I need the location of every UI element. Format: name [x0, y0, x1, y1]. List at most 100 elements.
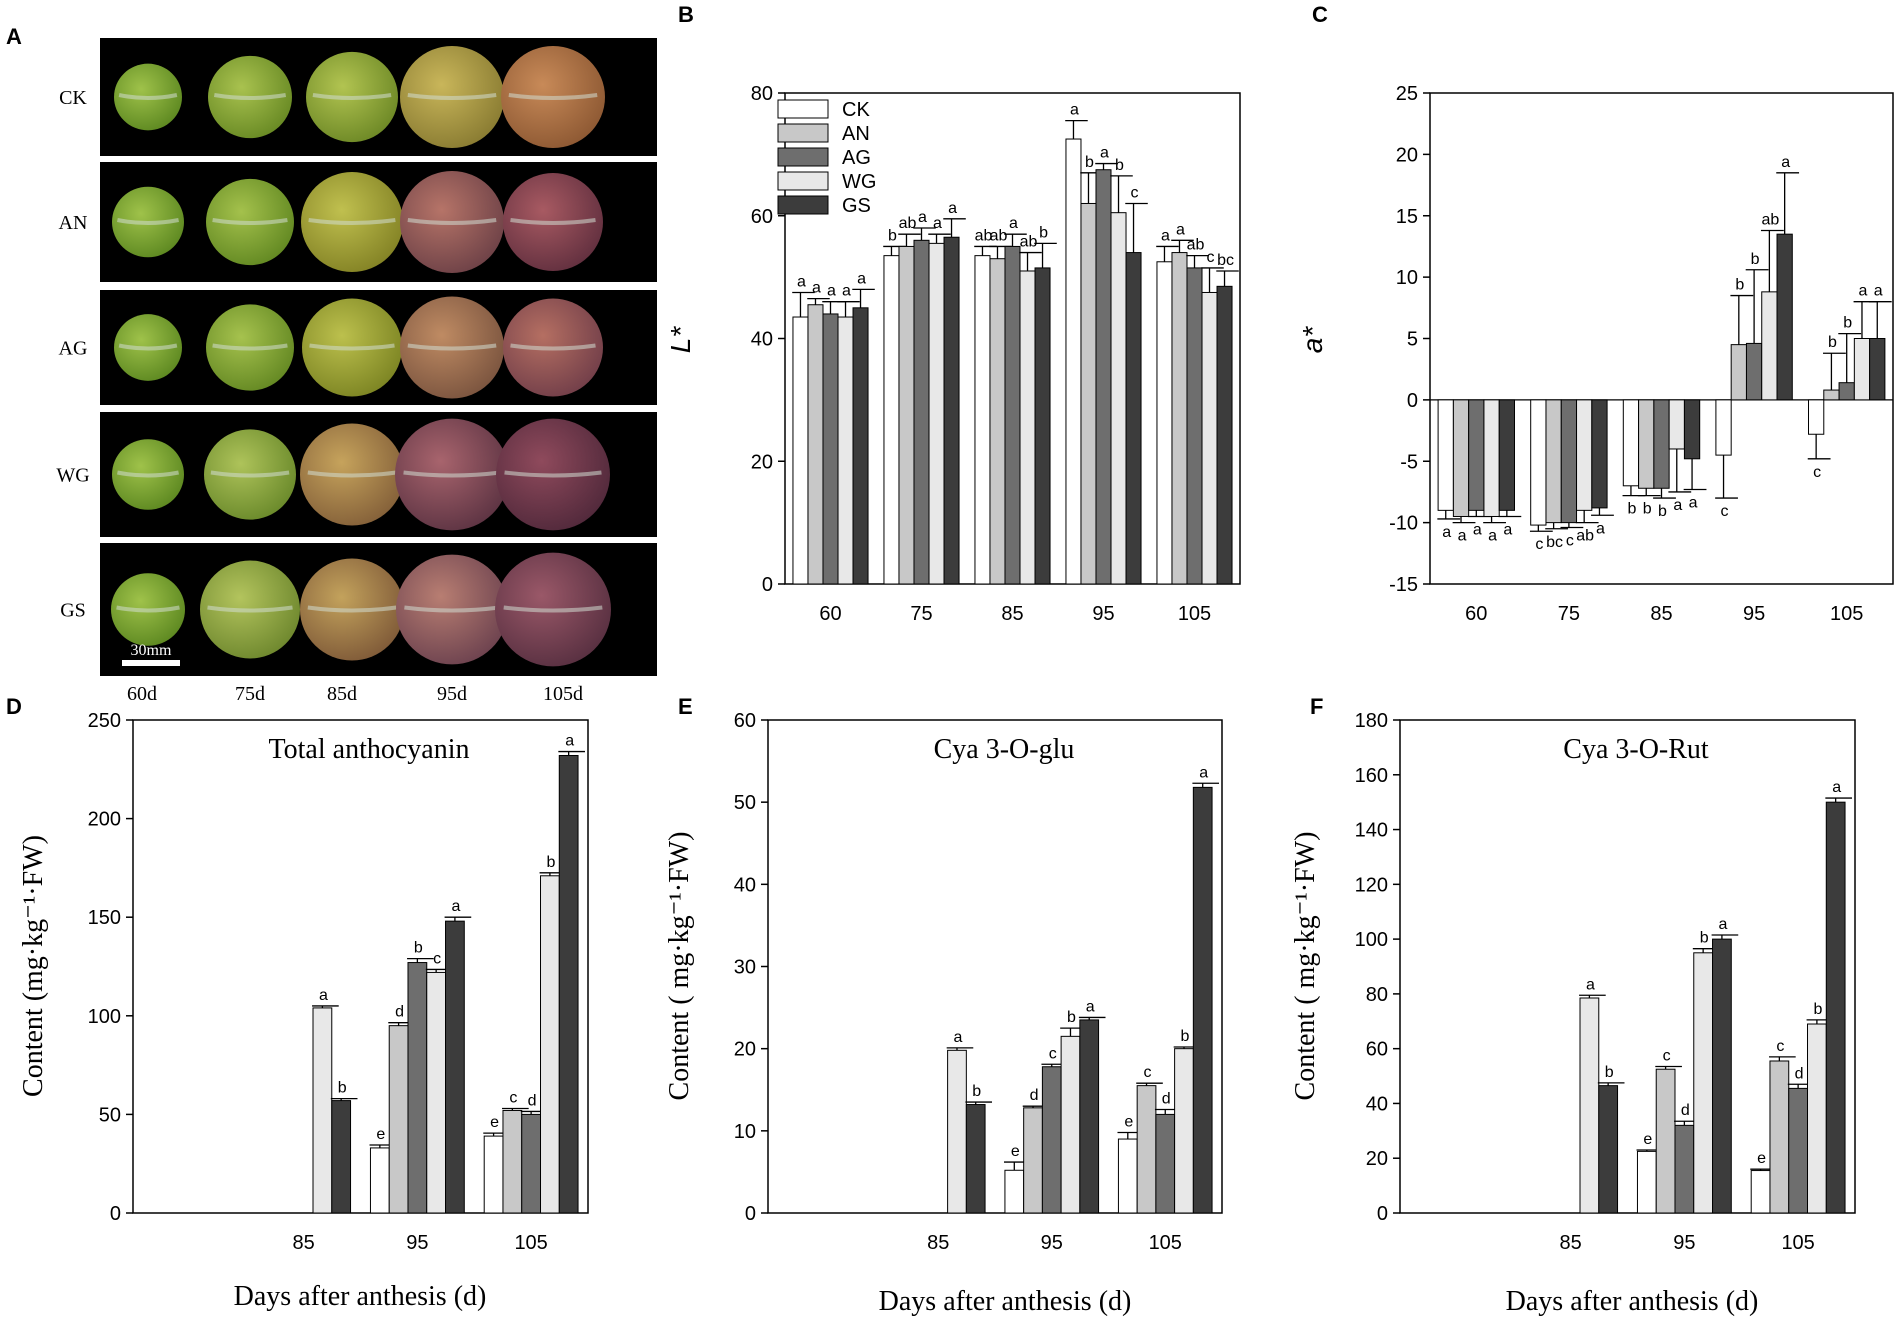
- legend-swatch-ag: [777, 147, 829, 167]
- y-tick-label: 100: [1355, 929, 1388, 951]
- significance-label: a: [1100, 145, 1109, 162]
- significance-label: b: [1658, 503, 1667, 520]
- bar-gs-95: [1125, 252, 1142, 585]
- y-axis-label: Content ( mg·kg⁻¹·FW): [664, 832, 695, 1101]
- bar-wg-60: [837, 316, 854, 585]
- y-tick-label: 10: [734, 1121, 756, 1143]
- bar-an-105: [502, 1109, 523, 1214]
- bar-ag-95: [407, 962, 428, 1214]
- significance-label: a: [948, 200, 957, 217]
- significance-label: c: [509, 1089, 517, 1106]
- significance-label: a: [1458, 528, 1467, 545]
- significance-label: a: [1473, 521, 1482, 538]
- legend-label-ck: CK: [842, 99, 870, 121]
- bar-an-60: [1452, 399, 1470, 517]
- significance-label: a: [1832, 779, 1841, 796]
- significance-label: bc: [1217, 252, 1234, 269]
- legend-label-an: AN: [842, 123, 870, 145]
- y-tick-label: -5: [1400, 451, 1418, 473]
- fruit-suture: [116, 605, 180, 613]
- bar-wg-95: [1060, 1035, 1081, 1214]
- significance-label: a: [933, 215, 942, 232]
- significance-label: b: [1605, 1064, 1614, 1081]
- significance-label: e: [1757, 1150, 1766, 1167]
- significance-label: b: [338, 1080, 347, 1097]
- bar-ck-60: [792, 316, 809, 585]
- x-tick-label: 85: [1001, 603, 1023, 625]
- x-tick-label: 75: [910, 603, 932, 625]
- chart-panel-e: E 0 10 20 30 40 50 60 Content ( mg·kg⁻¹·FW) Cya 3…: [664, 694, 1223, 1317]
- fruit-suture: [210, 470, 290, 478]
- y-tick-label: 0: [1407, 390, 1418, 412]
- significance-label: c: [1535, 536, 1543, 553]
- bar-wg-95: [426, 971, 447, 1214]
- fruit-suture: [407, 343, 497, 351]
- significance-label: b: [1085, 154, 1094, 171]
- significance-label: ab: [1761, 211, 1779, 228]
- bar-ck-85: [1622, 399, 1640, 487]
- significance-label: c: [1776, 1038, 1784, 1055]
- fruit-suture: [213, 93, 287, 100]
- bar-wg-75: [928, 242, 945, 585]
- significance-label: a: [1161, 227, 1170, 244]
- x-tick-label: 105: [1830, 603, 1863, 625]
- y-axis-label: Content ( mg·kg⁻¹·FW): [1290, 832, 1321, 1101]
- bar-ck-75: [1530, 399, 1547, 526]
- bar-ag-95: [1041, 1066, 1062, 1214]
- chart-title: Cya 3-O-glu: [934, 734, 1075, 765]
- y-tick-label: 50: [99, 1104, 121, 1126]
- fruit-suture: [312, 93, 392, 100]
- significance-label: a: [565, 733, 574, 750]
- significance-label: d: [1030, 1087, 1039, 1104]
- y-tick-label: 250: [88, 710, 121, 732]
- x-tick-label: 75: [1558, 603, 1580, 625]
- photo-row-label: CK: [59, 87, 87, 109]
- significance-label: e: [376, 1126, 385, 1143]
- chart-panel-f: F 0 20 40 60 80 100 120 140 160 180 Content ( mg·kg…: [1290, 694, 1856, 1317]
- legend-swatch-wg: [777, 171, 829, 191]
- fruit-suture: [510, 218, 596, 225]
- y-tick-label: 60: [751, 206, 773, 228]
- photo-row-label: AG: [59, 338, 88, 360]
- fruit-suture: [510, 343, 596, 351]
- photo-row-label: WG: [56, 465, 89, 487]
- bar-ag-95: [1095, 169, 1112, 585]
- significance-label: a: [1086, 998, 1095, 1015]
- bar-an-105: [1136, 1085, 1157, 1214]
- fruit-suture: [307, 605, 397, 613]
- bar-ag-60: [1468, 399, 1485, 511]
- x-tick-label: 85: [1560, 1232, 1582, 1254]
- significance-label: d: [1681, 1102, 1690, 1119]
- significance-label: a: [1718, 916, 1727, 933]
- significance-label: b: [1828, 334, 1837, 351]
- fruit-suture: [407, 93, 497, 100]
- significance-label: ab: [1020, 234, 1038, 251]
- bar-gs-105: [1216, 285, 1233, 585]
- significance-label: a: [827, 283, 836, 300]
- bar-ag-105: [1788, 1087, 1809, 1214]
- significance-label: c: [1721, 503, 1729, 520]
- bar-ck-95: [369, 1147, 390, 1214]
- significance-label: b: [1627, 501, 1636, 518]
- significance-label: a: [857, 270, 866, 287]
- significance-label: d: [395, 1004, 404, 1021]
- bar-gs-85: [1598, 1085, 1619, 1214]
- panel-letter-e: E: [678, 694, 693, 719]
- x-axis-label: Days after anthesis (d): [234, 1281, 487, 1312]
- plot-frame: [132, 719, 589, 1214]
- significance-label: a: [1070, 102, 1079, 119]
- legend-label-gs: GS: [842, 195, 871, 217]
- y-tick-label: 0: [762, 574, 773, 596]
- bar-wg-85: [312, 1007, 333, 1214]
- y-tick-label: 0: [1377, 1203, 1388, 1225]
- significance-label: e: [1011, 1143, 1020, 1160]
- y-tick-label: 20: [1396, 144, 1418, 166]
- bar-wg-85: [1019, 270, 1036, 585]
- fruit-suture: [309, 343, 395, 351]
- y-tick-label: 160: [1355, 765, 1388, 787]
- bar-ck-105: [1750, 1170, 1771, 1214]
- x-tick-label: 105: [1178, 603, 1211, 625]
- bar-ck-95: [1636, 1150, 1657, 1214]
- bar-wg-95: [1761, 291, 1778, 401]
